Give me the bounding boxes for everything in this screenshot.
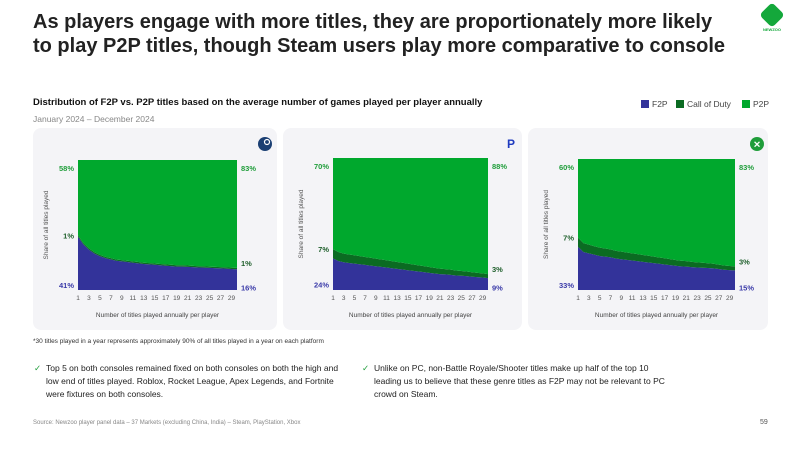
x-tick-label: 27	[468, 295, 476, 302]
x-tick-label: 23	[195, 295, 203, 302]
x-tick-label: 25	[704, 295, 712, 302]
label-start-f2p: 41%	[59, 281, 74, 290]
x-tick-label: 17	[415, 295, 423, 302]
area-p2p	[78, 160, 237, 268]
x-tick-label: 13	[140, 295, 148, 302]
label-end-p2p: 83%	[241, 164, 256, 173]
x-tick-label: 21	[436, 295, 444, 302]
legend-cod: Call of Duty	[676, 99, 731, 109]
label-end-f2p: 16%	[241, 283, 256, 292]
area-p2p	[578, 159, 735, 267]
x-tick-label: 7	[363, 295, 367, 302]
x-axis-label: Number of titles played annually per pla…	[349, 312, 473, 319]
y-axis-label: Share of all titles played	[543, 190, 550, 259]
x-tick-label: 23	[693, 295, 701, 302]
page-number: 59	[760, 419, 768, 426]
x-tick-label: 27	[217, 295, 225, 302]
label-start-cod: 1%	[63, 231, 74, 240]
date-range: January 2024 – December 2024	[33, 114, 155, 124]
x-tick-label: 9	[374, 295, 378, 302]
x-tick-label: 9	[619, 295, 623, 302]
x-tick-label: 23	[447, 295, 455, 302]
x-tick-label: 15	[404, 295, 412, 302]
label-start-p2p: 58%	[59, 164, 74, 173]
x-tick-label: 11	[383, 295, 390, 302]
x-tick-label: 11	[129, 295, 136, 302]
x-tick-label: 15	[151, 295, 159, 302]
x-tick-label: 19	[672, 295, 680, 302]
newzoo-logo: NEWZOO	[752, 2, 792, 32]
label-end-p2p: 83%	[739, 163, 754, 172]
x-tick-label: 17	[661, 295, 669, 302]
x-tick-label: 7	[109, 295, 113, 302]
area-p2p	[333, 158, 488, 275]
x-tick-label: 9	[120, 295, 124, 302]
footnote: *30 titles played in a year represents a…	[33, 338, 324, 345]
label-end-f2p: 15%	[739, 283, 754, 292]
label-start-f2p: 24%	[314, 281, 329, 290]
x-tick-label: 29	[479, 295, 487, 302]
x-axis-label: Number of titles played annually per pla…	[595, 312, 719, 319]
page-title: As players engage with more titles, they…	[33, 11, 726, 57]
x-tick-label: 25	[206, 295, 214, 302]
x-tick-label: 11	[629, 295, 636, 302]
label-end-p2p: 88%	[492, 162, 507, 171]
x-tick-label: 3	[342, 295, 346, 302]
area-f2p	[578, 246, 735, 290]
x-tick-label: 13	[639, 295, 647, 302]
label-start-p2p: 70%	[314, 162, 329, 171]
y-axis-label: Share of all titles played	[298, 189, 305, 258]
playstation-glyph: P	[507, 137, 515, 151]
area-f2p	[333, 258, 488, 290]
x-tick-label: 19	[173, 295, 181, 302]
x-tick-label: 25	[458, 295, 466, 302]
label-start-cod: 7%	[318, 245, 329, 254]
x-axis-label: Number of titles played annually per pla…	[96, 312, 220, 319]
logo-text: NEWZOO	[763, 27, 781, 32]
xbox-icon	[750, 137, 764, 151]
label-end-cod: 3%	[492, 265, 503, 274]
area-f2p	[78, 236, 237, 290]
x-tick-label: 5	[598, 295, 602, 302]
label-start-f2p: 33%	[559, 281, 574, 290]
legend-f2p: F2P	[641, 99, 668, 109]
bullet-1: Top 5 on both consoles remained fixed on…	[34, 362, 346, 401]
label-start-cod: 7%	[563, 234, 574, 243]
x-tick-label: 21	[683, 295, 691, 302]
x-tick-label: 1	[331, 295, 335, 302]
bullet-2: Unlike on PC, non-Battle Royale/Shooter …	[362, 362, 674, 401]
x-tick-label: 13	[394, 295, 402, 302]
x-tick-label: 19	[426, 295, 434, 302]
x-tick-label: 17	[162, 295, 170, 302]
x-tick-label: 21	[184, 295, 192, 302]
x-tick-label: 3	[87, 295, 91, 302]
chart-subtitle: Distribution of F2P vs. P2P titles based…	[33, 97, 483, 108]
x-tick-label: 3	[587, 295, 591, 302]
label-end-cod: 3%	[739, 257, 750, 266]
y-axis-label: Share of all titles played	[43, 190, 50, 259]
label-end-f2p: 9%	[492, 283, 503, 292]
label-start-p2p: 60%	[559, 163, 574, 172]
area-call-of-duty	[78, 235, 237, 270]
x-tick-label: 29	[726, 295, 734, 302]
x-tick-label: 27	[715, 295, 723, 302]
steam-glyph	[263, 138, 271, 146]
legend-p2p: P2P	[742, 99, 769, 109]
x-tick-label: 7	[609, 295, 613, 302]
x-tick-label: 5	[98, 295, 102, 302]
source-note: Source: Newzoo player panel data – 37 Ma…	[33, 420, 301, 426]
area-call-of-duty	[578, 237, 735, 271]
label-end-cod: 1%	[241, 259, 252, 268]
x-tick-label: 5	[353, 295, 357, 302]
x-tick-label: 29	[228, 295, 236, 302]
area-call-of-duty	[333, 249, 488, 279]
x-tick-label: 1	[76, 295, 80, 302]
xbox-glyph: ✕	[753, 140, 761, 150]
x-tick-label: 1	[576, 295, 580, 302]
x-tick-label: 15	[650, 295, 658, 302]
